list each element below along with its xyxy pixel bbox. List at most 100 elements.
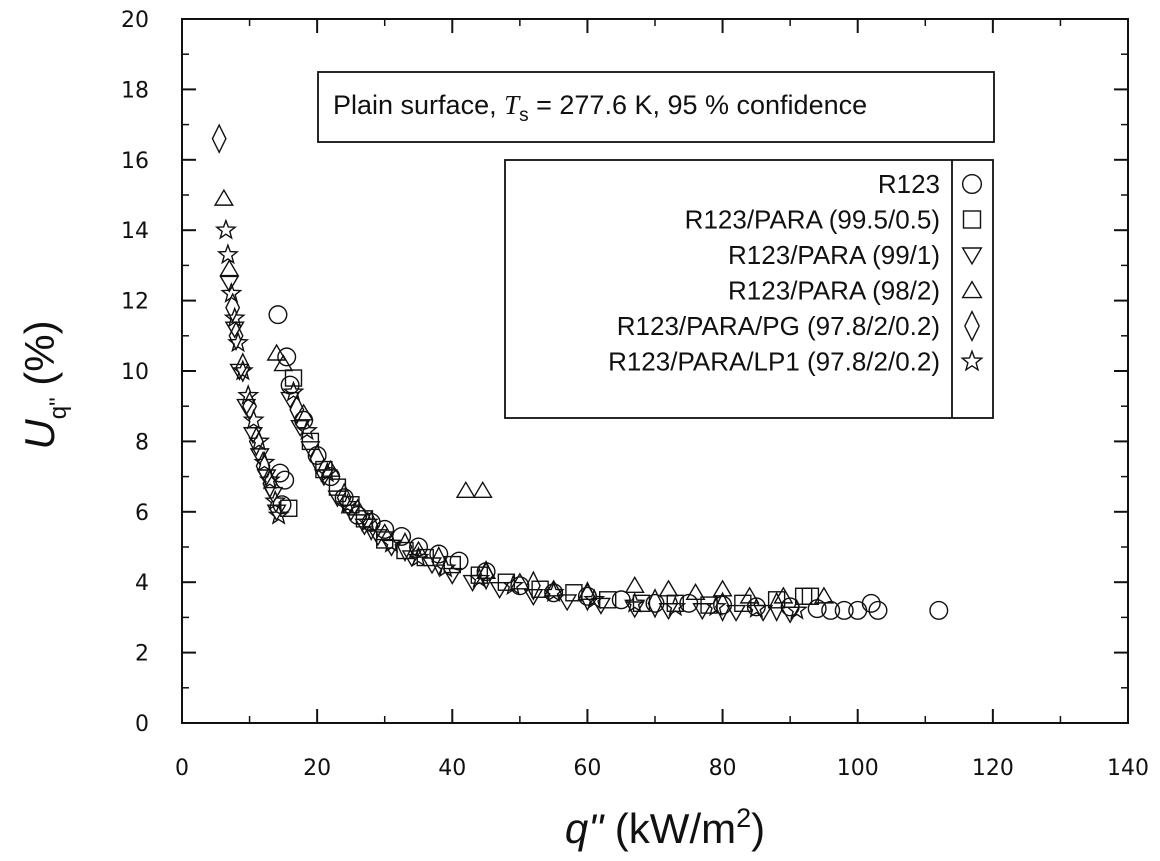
data-point-star [704,595,727,617]
x-tick-label: 20 [303,756,331,781]
y-axis-label: Uq" (%) [16,320,72,449]
data-point-diamond [235,352,251,383]
data-point-star [583,588,606,610]
annotation-variable: T [504,90,521,120]
y-axis-ticks: 0 2 4 6 8 10 12 14 16 18 20 [121,8,1128,737]
y-tick-label: 18 [121,78,149,103]
data-point-triangle-up [347,498,368,516]
legend-items: R123 R123/PARA (99.5/0.5) R123/PARA (99/1)… [608,169,984,377]
data-point-star [434,556,457,578]
data-point-triangle-down [280,391,301,409]
y-axis-subscript: q" [45,397,72,419]
data-point-circle [449,551,469,571]
data-point-diamond [647,588,663,619]
data-point-circle [821,600,841,620]
data-point-circle [848,600,868,620]
data-point-diamond [228,320,244,351]
data-point-square [632,594,651,613]
data-point-triangle-up [658,579,679,597]
data-point-circle [929,600,949,620]
data-point-triangle-up [739,586,760,604]
data-point-diamond [397,531,413,563]
data-point-star [785,598,808,620]
data-point-star [282,380,305,402]
y-tick-label: 2 [135,642,149,667]
annotation-subscript: s [519,105,529,126]
data-point-diamond [478,559,494,591]
x-tick-label: 40 [438,756,466,781]
data-point-star [542,581,565,603]
data-point-triangle-down [557,594,578,612]
data-point-triangle-up [213,188,234,206]
data-point-triangle-up [624,575,645,594]
data-point-circle [280,375,300,395]
data-point-star [664,595,687,617]
data-point-star [231,359,254,381]
data-point-circle [510,576,530,596]
data-point-triangle-up [543,579,564,597]
data-point-triangle-down [523,588,544,607]
x-axis-label: q" (kW/m2) [565,803,765,852]
data-point-square [599,591,617,609]
data-point-circle [868,600,888,620]
data-point-star [316,461,339,483]
data-point-star [336,493,359,515]
x-axis-unit-close: ) [751,805,765,852]
data-point-triangle-down [489,581,510,599]
data-point-star [237,383,260,406]
legend-label: R123/PARA/LP1 (97.8/2/0.2) [608,347,940,377]
data-point-star [223,306,246,328]
data-point-square [284,369,303,387]
y-tick-label: 14 [121,219,149,244]
data-points [211,123,949,624]
data-point-star [407,546,430,567]
y-tick-label: 10 [121,360,149,385]
data-point-diamond [225,292,241,323]
data-point-triangle-up [685,583,706,601]
data-point-star [253,450,276,472]
data-point-triangle-up [813,586,834,604]
y-tick-label: 0 [135,712,149,737]
data-point-star [258,468,281,490]
x-tick-label: 100 [837,756,879,781]
data-point-diamond [289,394,305,425]
data-point-star [242,408,265,430]
legend-label: R123/PARA/PG (97.8/2/0.2) [617,311,940,341]
annotation-prefix: Plain surface, [333,90,504,120]
data-point-diamond [525,570,541,601]
x-tick-label: 140 [1107,756,1149,781]
data-point-diamond [769,591,785,623]
data-point-triangle-down [229,363,250,381]
data-point-triangle-up [712,579,733,597]
data-point-triangle-up [472,480,493,498]
y-tick-label: 4 [135,571,149,596]
data-point-star [745,596,768,619]
x-axis-unit-exponent: 2 [736,803,751,833]
y-tick-label: 20 [121,8,149,33]
data-point-triangle-up [273,354,294,372]
data-point-star [502,574,525,596]
x-tick-label: 80 [709,756,737,781]
annotation-text: Plain surface, Ts = 277.6 K, 95 % confid… [333,90,867,126]
legend-marker-triangle-down [961,247,983,266]
x-axis-variable: q" [565,805,605,852]
data-point-star [267,503,290,525]
y-tick-label: 16 [121,149,149,174]
data-point-triangle-up [773,586,794,604]
data-point-star [216,243,240,265]
legend-marker-square [962,210,982,229]
data-point-star [214,218,238,240]
data-point-circle [277,347,297,367]
y-tick-label: 12 [121,290,149,315]
y-tick-label: 8 [135,430,149,455]
data-point-star [380,531,403,553]
data-point-triangle-down [340,504,361,522]
legend: R123 R123/PARA (99.5/0.5) R123/PARA (99/1)… [504,159,994,419]
legend-marker-star [960,349,984,372]
data-point-triangle-up [293,403,314,421]
data-point-star [295,419,319,441]
x-axis-unit: (kW/m [603,805,736,852]
data-point-diamond [262,468,278,499]
data-point-triangle-up [266,343,287,361]
